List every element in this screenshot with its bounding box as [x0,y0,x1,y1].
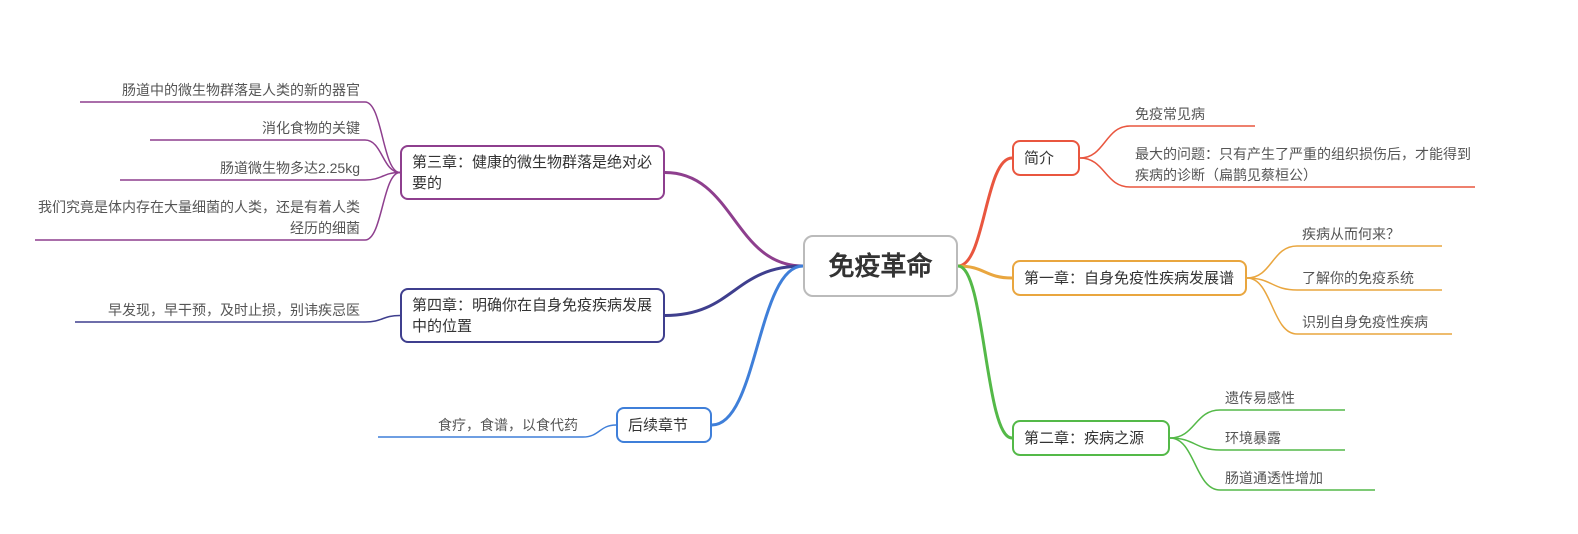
branch-ch4[interactable]: 第四章：明确你在自身免疫疾病发展中的位置 [400,288,665,343]
leaf-intro-0: 免疫常见病 [1135,104,1255,124]
branch-followup-label: 后续章节 [628,415,688,436]
leaf-ch1-2: 识别自身免疫性疾病 [1302,312,1452,332]
leaf-ch3-3: 我们究竟是体内存在大量细菌的人类，还是有着人类经历的细菌 [35,198,360,238]
leaf-ch1-2-label: 识别自身免疫性疾病 [1302,312,1428,333]
leaf-followup-0-label: 食疗，食谱，以食代药 [438,415,578,436]
leaf-ch2-2: 肠道通透性增加 [1225,468,1375,488]
root-node-label: 免疫革命 [828,248,932,284]
leaf-ch2-2-label: 肠道通透性增加 [1225,468,1323,489]
leaf-ch3-3-label: 我们究竟是体内存在大量细菌的人类，还是有着人类经历的细菌 [35,197,360,239]
branch-ch2[interactable]: 第二章：疾病之源 [1012,420,1170,456]
branch-ch1-label: 第一章：自身免疫性疾病发展谱 [1024,268,1234,289]
branch-ch3[interactable]: 第三章：健康的微生物群落是绝对必要的 [400,145,665,200]
leaf-ch4-0: 早发现，早干预，及时止损，别讳疾忌医 [75,300,360,320]
leaf-intro-1: 最大的问题：只有产生了严重的组织损伤后，才能得到疾病的诊断（扁鹊见蔡桓公） [1135,145,1475,185]
leaf-ch3-0: 肠道中的微生物群落是人类的新的器官 [80,80,360,100]
root-node[interactable]: 免疫革命 [803,235,958,297]
leaf-ch1-1: 了解你的免疫系统 [1302,268,1442,288]
leaf-ch3-0-label: 肠道中的微生物群落是人类的新的器官 [122,80,360,101]
leaf-intro-0-label: 免疫常见病 [1135,104,1205,125]
branch-ch2-label: 第二章：疾病之源 [1024,428,1144,449]
leaf-ch3-1-label: 消化食物的关键 [262,118,360,139]
branch-followup[interactable]: 后续章节 [616,407,712,443]
branch-intro-label: 简介 [1024,148,1054,169]
leaf-ch2-0-label: 遗传易感性 [1225,388,1295,409]
leaf-ch3-2: 肠道微生物多达2.25kg [120,158,360,178]
leaf-ch1-0-label: 疾病从而何来？ [1302,224,1400,245]
leaf-ch2-1-label: 环境暴露 [1225,428,1281,449]
leaf-ch2-1: 环境暴露 [1225,428,1345,448]
branch-ch1[interactable]: 第一章：自身免疫性疾病发展谱 [1012,260,1247,296]
leaf-ch2-0: 遗传易感性 [1225,388,1345,408]
leaf-intro-1-label: 最大的问题：只有产生了严重的组织损伤后，才能得到疾病的诊断（扁鹊见蔡桓公） [1135,144,1475,186]
branch-intro[interactable]: 简介 [1012,140,1080,176]
leaf-ch1-0: 疾病从而何来？ [1302,224,1442,244]
leaf-followup-0: 食疗，食谱，以食代药 [378,415,578,435]
leaf-ch3-1: 消化食物的关键 [150,118,360,138]
branch-ch3-label: 第三章：健康的微生物群落是绝对必要的 [412,152,653,194]
leaf-ch4-0-label: 早发现，早干预，及时止损，别讳疾忌医 [108,300,360,321]
leaf-ch3-2-label: 肠道微生物多达2.25kg [220,158,360,179]
leaf-ch1-1-label: 了解你的免疫系统 [1302,268,1414,289]
branch-ch4-label: 第四章：明确你在自身免疫疾病发展中的位置 [412,295,653,337]
